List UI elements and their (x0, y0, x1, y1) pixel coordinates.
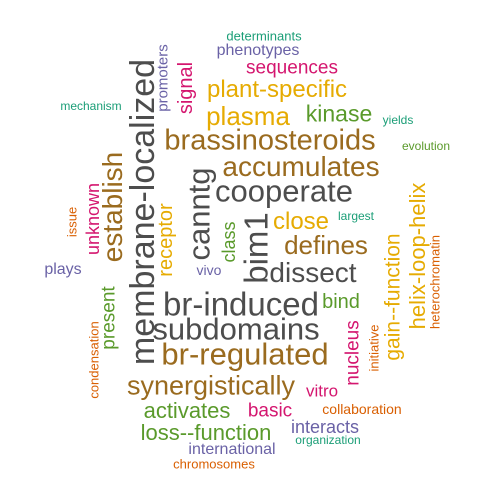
word-chromosomes: chromosomes (173, 456, 255, 472)
word-organization: organization (295, 433, 361, 447)
word-sequences: sequences (246, 57, 338, 79)
word-vivo: vivo (196, 262, 222, 278)
word-determinants: determinants (226, 28, 302, 44)
word-interacts: interacts (290, 417, 360, 437)
word-collaboration: collaboration (322, 401, 402, 417)
word-heterochromatin: heterochromatin (427, 235, 443, 329)
word-signal: signal (175, 61, 197, 115)
word-bim1: bim1 (237, 212, 275, 284)
word-initiative: initiative (366, 324, 382, 372)
word-gain--function: gain--function (381, 233, 405, 361)
word-receptor: receptor (155, 203, 177, 277)
word-class: class (219, 221, 239, 263)
word-nucleus: nucleus (342, 320, 364, 386)
word-close: close (272, 208, 330, 235)
word-br-induced: br-induced (163, 285, 319, 323)
word-cooperate: cooperate (215, 173, 353, 209)
word-vitro: vitro (305, 381, 339, 401)
word-canntg: canntg (181, 167, 217, 261)
word-subdomains: subdomains (152, 311, 320, 347)
word-bind: bind (322, 291, 360, 313)
word-evolution: evolution (401, 139, 451, 153)
word-largest: largest (337, 209, 375, 223)
word-accumulates: accumulates (222, 151, 380, 182)
word-unknown: unknown (83, 182, 103, 256)
word-plays: plays (44, 261, 82, 278)
word-br-regulated: br-regulated (161, 336, 329, 372)
word-brassinosteroids: brassinosteroids (164, 124, 376, 157)
word-plasma: plasma (206, 101, 290, 131)
word-present: present (98, 286, 120, 350)
word-phenotypes: phenotypes (216, 42, 300, 59)
word-establish: establish (97, 151, 128, 263)
word-kinase: kinase (305, 100, 373, 127)
word-yields: yields (382, 113, 414, 127)
word-defines: defines (284, 230, 368, 260)
word-international: international (188, 441, 276, 458)
word-condensation: condensation (86, 321, 102, 399)
word-loss--function: loss--function (140, 420, 272, 445)
word-mechanism: mechanism (60, 99, 122, 113)
word-synergistically: synergistically (126, 370, 296, 401)
word-helix-loop-helix: helix-loop-helix (405, 182, 430, 330)
word-dissect: dissect (269, 257, 357, 288)
word-basic: basic (247, 400, 293, 422)
word-activates: activates (143, 398, 231, 423)
word-issue: issue (64, 206, 80, 238)
word-plant-specific: plant-specific (206, 76, 348, 103)
